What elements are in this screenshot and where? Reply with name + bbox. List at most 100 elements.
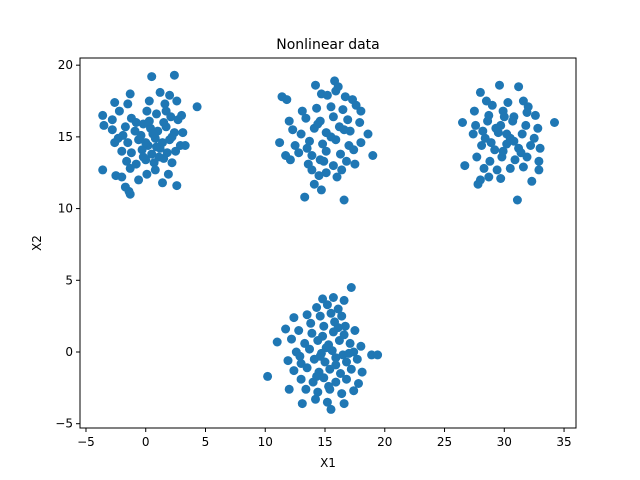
data-point [118,130,128,140]
data-point [342,374,351,384]
data-point [336,369,345,378]
data-point [458,118,467,127]
data-point [505,163,515,173]
data-point [509,136,519,146]
data-point [343,115,353,125]
data-point [99,120,109,130]
data-point [313,387,323,397]
data-point [326,404,336,414]
data-point [281,324,291,334]
data-point [490,145,500,155]
data-point [332,172,342,182]
data-point [326,308,336,318]
x-tick-label: 10 [258,435,273,449]
data-point [300,192,310,202]
data-point [475,87,485,97]
x-tick-label: 20 [377,435,392,449]
data-point [284,116,294,126]
data-point [319,321,329,331]
data-point [534,156,544,166]
data-point [357,367,367,377]
x-tick-label: 5 [202,435,210,449]
data-point [354,379,363,388]
data-point [495,80,504,90]
data-point [281,151,291,160]
data-point [287,334,296,344]
y-axis-label: X2 [30,235,44,251]
data-point [471,120,481,130]
data-point [339,195,349,205]
data-point [486,138,496,148]
data-point [177,110,187,120]
data-point [502,129,512,139]
data-point [159,118,169,127]
data-point [98,165,108,175]
data-point [529,133,539,143]
data-point [477,141,487,150]
data-point [517,129,527,139]
data-point [172,96,182,106]
data-point [192,102,202,112]
data-point [283,356,293,366]
data-point [334,336,344,345]
data-point [314,171,324,181]
data-point [306,318,316,328]
data-point [344,348,354,358]
data-point [147,149,157,159]
data-point [337,389,347,399]
data-point [123,138,133,148]
data-point [289,313,299,323]
data-point [321,168,331,178]
data-point [499,112,509,122]
x-axis-label: X1 [320,456,336,470]
data-point [167,132,177,142]
data-point [491,123,501,133]
data-point [305,136,314,146]
data-point [503,98,513,107]
data-point [485,156,495,166]
data-point [294,148,304,158]
data-point [302,143,312,153]
data-point [120,122,130,132]
data-point [328,112,338,122]
data-point [368,151,378,160]
data-point [107,115,117,125]
data-point [137,145,147,155]
data-point [301,113,311,123]
data-point [114,106,124,116]
y-tick-label: 10 [58,202,73,216]
data-point [294,326,304,335]
data-point [125,189,135,199]
data-point [333,304,343,314]
data-point [322,397,332,407]
data-point [518,162,528,172]
data-point [550,118,559,127]
data-point [322,300,332,310]
data-point [315,311,325,321]
data-point [126,148,136,158]
data-point [333,323,343,333]
y-axis-ticks: −5 0 5 10 15 20 [55,58,80,431]
data-point [350,326,360,335]
data-point [522,108,532,117]
data-point [349,145,359,155]
data-point [502,139,512,149]
data-point [479,163,489,173]
data-point [312,103,322,113]
data-point [328,161,338,171]
data-point [150,165,160,175]
x-tick-label: 15 [317,435,332,449]
data-point [508,116,518,126]
data-point [346,283,356,292]
data-point [340,92,350,102]
data-point [309,179,319,189]
data-point [319,373,329,383]
data-point [122,156,132,166]
data-point [284,384,294,394]
data-point [313,336,323,345]
data-point [110,98,120,107]
data-point [326,132,336,142]
data-point [350,159,360,169]
data-point [158,178,167,188]
data-point [337,311,347,321]
